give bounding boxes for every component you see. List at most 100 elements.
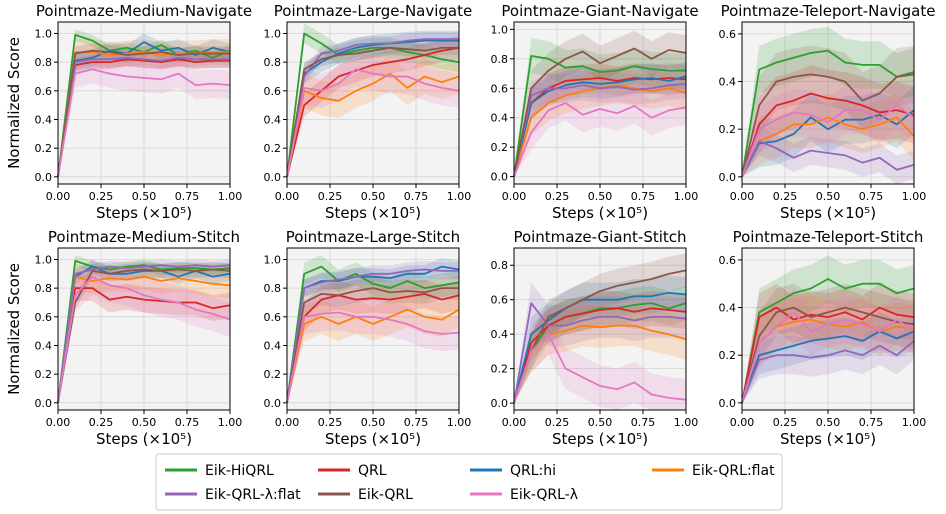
y-tick-label: 1.0 (35, 27, 53, 40)
x-tick-label: 0.50 (816, 416, 841, 429)
line-eik-qrl-flat (57, 56, 230, 177)
band-eik-hiqrl (514, 38, 686, 177)
band-eik-hiqrl (287, 23, 459, 177)
y-tick-label: 0.4 (35, 339, 53, 352)
legend-entry-qrl: QRL (318, 463, 387, 479)
y-tick-label: 0.8 (264, 282, 282, 295)
line-qrl (57, 287, 231, 403)
band-eik-qrl- (58, 55, 230, 177)
subplot-7: 0.00 0.25 0.50 0.75 1.00 0.0 0.2 0.4 0.6 0.8 Point… (491, 228, 699, 448)
legend-frame (155, 453, 783, 511)
x-tick-label: 0.75 (631, 190, 656, 203)
y-tick-label: 0.8 (491, 259, 509, 272)
y-axis-label: Normalized Score (5, 263, 23, 395)
subplot-title: Pointmaze-Medium-Stitch (48, 228, 240, 246)
x-tick-label: 0.00 (730, 416, 755, 429)
line-qrl (286, 292, 460, 403)
y-tick-label: 0.8 (35, 282, 53, 295)
y-tick-label: 0.8 (491, 53, 509, 66)
x-axis-label: Steps (×10⁵) (325, 204, 421, 222)
line-qrl-hi (513, 75, 687, 177)
legend-label: Eik-QRL (358, 487, 413, 503)
subplot-8: 0.00 0.25 0.50 0.75 1.00 0.0 0.2 0.4 0.6 Pointmaz… (719, 228, 927, 448)
x-axis-label: Steps (×10⁵) (780, 204, 876, 222)
x-tick-label: 1.00 (674, 416, 699, 429)
x-tick-label: 0.00 (730, 190, 755, 203)
line-eik-qrl-flat (741, 140, 915, 178)
x-tick-label: 0.50 (132, 416, 157, 429)
band-qrl-hi (514, 275, 686, 404)
band-qrl (58, 275, 230, 403)
band-eik-qrl- (514, 313, 686, 410)
line-eik-qrl-flat (286, 72, 460, 177)
band-eik-qrl-flat (287, 260, 459, 403)
band-eik-qrl-flat (742, 321, 914, 403)
x-tick-label: 1.00 (218, 416, 243, 429)
x-axis-label: Steps (×10⁵) (325, 430, 421, 448)
x-tick-label: 0.50 (132, 190, 157, 203)
line-qrl-hi (57, 265, 231, 403)
y-tick-label: 0.2 (264, 368, 282, 381)
x-tick-label: 0.25 (773, 416, 798, 429)
line-eik-qrl-flat (286, 308, 460, 403)
band-eik-qrl (514, 253, 686, 404)
line-qrl-hi (741, 109, 915, 178)
x-tick-label: 1.00 (447, 416, 472, 429)
band-eik-qrl-flat (514, 69, 686, 177)
line-eik-qrl- (286, 311, 460, 403)
x-tick-label: 0.75 (631, 416, 656, 429)
y-axis-label: Normalized Score (5, 37, 23, 169)
x-tick-label: 0.75 (404, 190, 429, 203)
y-tick-label: 0.6 (35, 85, 53, 98)
line-qrl-hi (741, 330, 915, 404)
line-eik-hiqrl (513, 55, 686, 177)
x-tick-label: 0.00 (502, 416, 527, 429)
line-eik-hiqrl (741, 49, 915, 178)
y-tick-label: 0.4 (719, 302, 737, 315)
band-eik-qrl (287, 276, 459, 403)
line-eik-qrl- (741, 311, 915, 404)
x-tick-label: 0.00 (275, 416, 300, 429)
y-tick-label: 0.6 (264, 311, 282, 324)
y-tick-label: 0.6 (719, 254, 737, 267)
y-tick-label: 0.4 (719, 76, 737, 89)
subplot-title: Pointmaze-Large-Stitch (286, 228, 460, 246)
line-eik-qrl (57, 268, 231, 403)
x-tick-label: 0.25 (89, 416, 114, 429)
legend-label: Eik-QRL-λ (510, 487, 578, 503)
x-axis-label: Steps (×10⁵) (96, 204, 192, 222)
x-tick-label: 0.50 (361, 416, 386, 429)
line-eik-qrl-flat (286, 38, 459, 177)
line-qrl-hi (286, 39, 459, 177)
band-eik-qrl- (514, 85, 686, 177)
line-eik-qrl- (57, 68, 231, 177)
subplot-title: Pointmaze-Medium-Navigate (36, 2, 252, 20)
y-tick-label: 0.6 (35, 311, 53, 324)
subplot-title: Pointmaze-Large-Navigate (274, 2, 472, 20)
x-tick-label: 0.50 (816, 190, 841, 203)
line-eik-qrl (513, 47, 687, 177)
y-tick-label: 0.0 (719, 171, 737, 184)
y-tick-label: 1.0 (35, 253, 53, 266)
line-eik-qrl-flat (513, 302, 687, 404)
x-axis-label: Steps (×10⁵) (552, 430, 648, 448)
line-eik-qrl (513, 269, 687, 404)
x-tick-label: 0.00 (502, 190, 527, 203)
y-tick-label: 0.6 (491, 294, 509, 307)
y-tick-label: 0.0 (35, 171, 53, 184)
x-tick-label: 0.50 (588, 416, 613, 429)
x-tick-label: 1.00 (902, 416, 927, 429)
line-qrl (57, 58, 230, 177)
line-eik-qrl (286, 287, 459, 403)
x-tick-label: 0.75 (859, 190, 884, 203)
line-eik-qrl (741, 306, 915, 404)
y-tick-label: 0.8 (35, 56, 53, 69)
band-eik-hiqrl (742, 255, 914, 403)
legend-label: Eik-HiQRL (205, 463, 274, 479)
x-tick-label: 0.75 (859, 416, 884, 429)
x-axis-label: Steps (×10⁵) (552, 204, 648, 222)
y-tick-label: 0.6 (491, 82, 509, 95)
band-qrl-hi (287, 258, 459, 403)
band-eik-qrl- (58, 259, 230, 403)
line-qrl (741, 92, 915, 178)
